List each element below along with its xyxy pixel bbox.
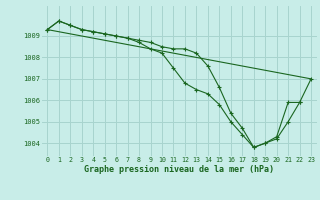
X-axis label: Graphe pression niveau de la mer (hPa): Graphe pression niveau de la mer (hPa) xyxy=(84,165,274,174)
